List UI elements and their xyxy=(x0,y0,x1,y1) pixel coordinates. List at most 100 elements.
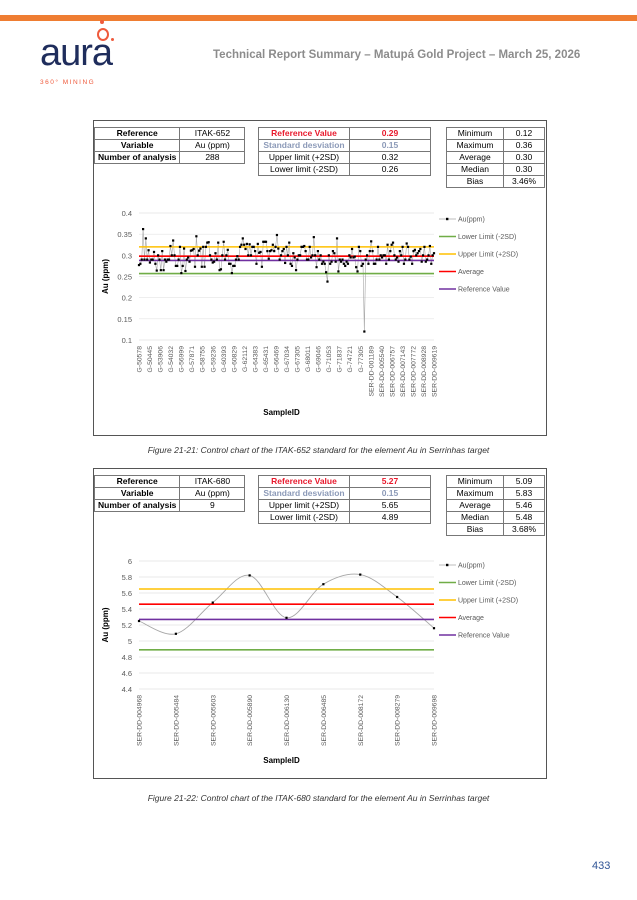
data-point xyxy=(284,261,287,265)
row-label: Standard desviation xyxy=(258,139,350,152)
data-point xyxy=(315,266,318,269)
data-point xyxy=(426,258,429,261)
row-label: Average xyxy=(446,499,504,512)
data-point xyxy=(197,249,201,252)
data-point xyxy=(417,250,421,253)
data-point xyxy=(251,245,254,248)
legend-item: Average xyxy=(439,615,484,622)
data-point xyxy=(173,254,176,257)
legend-marker-icon xyxy=(446,563,449,567)
data-point xyxy=(157,254,160,257)
data-point xyxy=(360,264,363,268)
row-value: 0.36 xyxy=(503,139,545,152)
table-row: Maximum 5.83 xyxy=(446,487,545,500)
data-point xyxy=(141,227,145,231)
x-tick-label: G-58755 xyxy=(200,346,207,373)
row-value: 9 xyxy=(179,499,246,512)
data-point xyxy=(320,262,324,265)
legend-marker-icon xyxy=(446,217,449,221)
data-point xyxy=(363,330,366,333)
data-point xyxy=(273,250,276,253)
x-tick-label: G-67034 xyxy=(284,346,291,373)
data-point xyxy=(379,254,382,257)
data-point xyxy=(338,258,341,261)
info-table: Reference ITAK-680 Variable Au (ppm) Number … xyxy=(93,475,246,512)
row-label: Lower limit (-2SD) xyxy=(258,511,350,524)
legend-item: Lower Limit (-2SD) xyxy=(439,234,516,241)
data-point xyxy=(211,601,214,604)
row-value: 5.46 xyxy=(503,499,545,512)
data-point xyxy=(219,268,223,271)
data-point xyxy=(178,245,182,248)
row-value: 0.15 xyxy=(349,139,431,152)
table-row: Standard desviation 0.15 xyxy=(258,487,431,500)
data-point xyxy=(430,262,433,265)
data-point xyxy=(365,254,369,257)
data-point xyxy=(202,245,205,248)
row-label: Reference xyxy=(93,127,181,140)
table-row: Bias 3.46% xyxy=(446,175,545,188)
data-point xyxy=(393,254,396,257)
data-point xyxy=(290,264,294,268)
table-row: Median 5.48 xyxy=(446,511,545,524)
x-tick-label: SER-DD-005540 xyxy=(379,346,386,397)
y-tick-label: 0.3 xyxy=(122,251,132,260)
table-row: Upper limit (+2SD) 5.65 xyxy=(258,499,431,512)
data-point xyxy=(199,247,202,250)
data-point xyxy=(152,250,156,254)
data-point xyxy=(396,595,399,599)
row-value: 0.32 xyxy=(349,151,431,164)
data-point xyxy=(255,262,258,265)
data-point xyxy=(341,258,344,261)
data-point xyxy=(140,258,143,261)
data-point xyxy=(416,252,419,255)
row-label: Variable xyxy=(93,487,181,500)
legend-item: Reference Value xyxy=(439,633,510,640)
y-tick-label: 6 xyxy=(128,557,132,566)
data-point xyxy=(337,270,340,273)
data-point xyxy=(256,242,259,246)
table-row: Maximum 0.36 xyxy=(446,139,545,152)
data-point xyxy=(260,265,264,268)
legend-item: Au(ppm) xyxy=(439,217,485,224)
row-value: ITAK-680 xyxy=(179,475,246,488)
control-chart-1: 0.10.150.20.250.30.350.4Au (ppm)G-50578 G… xyxy=(101,209,518,417)
data-point xyxy=(340,260,343,263)
data-point xyxy=(381,256,384,259)
data-point xyxy=(406,245,410,248)
x-tick-label: SER-DD-008172 xyxy=(358,695,365,746)
data-point xyxy=(364,258,367,261)
data-point xyxy=(432,627,436,630)
legend-label: Upper Limit (+2SD) xyxy=(458,598,518,605)
data-point xyxy=(301,245,304,248)
data-point xyxy=(308,245,311,248)
x-tick-label: G-60393 xyxy=(221,346,228,373)
row-label: Median xyxy=(446,163,504,176)
x-tick-label: SER-DD-008928 xyxy=(421,346,428,397)
data-point xyxy=(335,237,339,240)
table-row: Number of analysis 9 xyxy=(93,499,246,512)
row-value: 0.30 xyxy=(503,151,545,164)
data-point xyxy=(318,258,321,261)
data-point xyxy=(404,258,407,261)
control-chart-2: 4.4 4.6 4.8 5 5.2 5.4 5.6 5.8 6 Au (ppm) SER-DD-00… xyxy=(101,557,518,765)
data-point xyxy=(162,269,165,272)
data-point xyxy=(346,262,350,265)
x-tick-label: G-74721 xyxy=(347,346,354,373)
y-tick-label: 0.1 xyxy=(122,336,132,345)
data-point xyxy=(299,254,302,257)
table-row: Minimum 0.12 xyxy=(446,127,545,140)
data-point xyxy=(263,240,266,243)
data-point xyxy=(383,254,386,257)
legend-label: Reference Value xyxy=(458,633,510,640)
data-point xyxy=(143,258,146,261)
data-point xyxy=(294,269,298,272)
data-point xyxy=(413,248,416,251)
info-table: Reference ITAK-652 Variable Au (ppm) Number … xyxy=(93,127,246,164)
table-row: Average 5.46 xyxy=(446,499,545,512)
x-tick-label: G-56999 xyxy=(179,346,186,373)
data-point xyxy=(412,250,415,253)
data-point xyxy=(390,243,393,246)
data-point xyxy=(350,247,354,251)
legend-label: Lower Limit (-2SD) xyxy=(458,580,516,587)
